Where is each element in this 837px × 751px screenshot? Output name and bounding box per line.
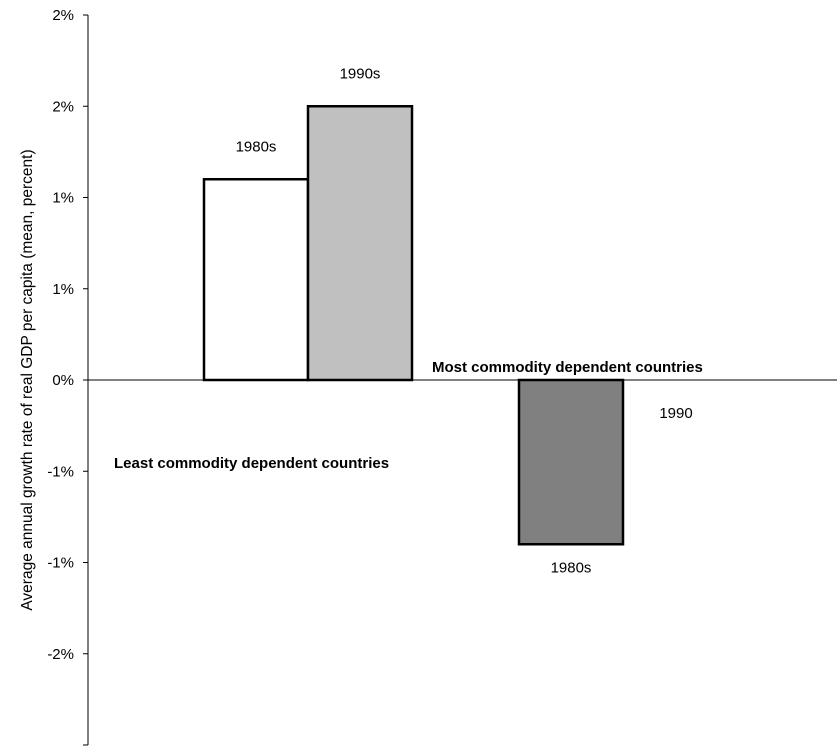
bar-label: 1980s (551, 559, 592, 576)
y-axis-label: Average annual growth rate of real GDP p… (19, 149, 36, 610)
bars (202, 105, 625, 546)
y-tick-label: -2% (47, 646, 74, 663)
bar (517, 378, 625, 546)
group-labels: Least commodity dependent countries Most … (114, 359, 703, 472)
bar-label: 1990 (659, 405, 692, 422)
group-label: Most commodity dependent countries (432, 359, 703, 376)
y-ticks: 2% 2% 1% 1% 0% -1% -1% -2% (47, 7, 88, 746)
bar (202, 178, 310, 382)
bar (306, 105, 414, 382)
bar-labels: 1980s 1990s 1980s 1990 (236, 65, 693, 576)
group-label: Least commodity dependent countries (114, 455, 389, 472)
y-tick-label: -1% (47, 463, 74, 480)
y-tick-label: 2% (52, 98, 74, 115)
y-tick-label: 0% (52, 372, 74, 389)
y-tick-label: 1% (52, 281, 74, 298)
y-tick-label: 2% (52, 7, 74, 24)
bar-label: 1980s (236, 138, 277, 155)
bar-label: 1990s (340, 65, 381, 82)
y-tick-label: -1% (47, 555, 74, 572)
y-tick-label: 1% (52, 190, 74, 207)
